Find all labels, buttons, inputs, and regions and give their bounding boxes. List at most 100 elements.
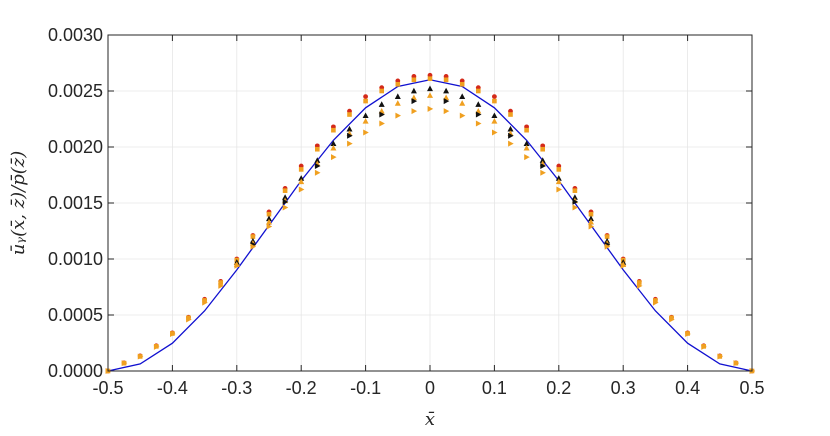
data-point-square	[653, 298, 658, 303]
data-point-triangle-up	[555, 178, 562, 185]
data-point-triangle-up	[491, 118, 498, 124]
data-point-triangle-up	[555, 175, 562, 181]
x-tick-label: 0.1	[482, 378, 507, 398]
data-point-square	[331, 127, 336, 133]
data-point-triangle-right	[427, 105, 434, 112]
data-point-square	[347, 112, 352, 117]
data-point-triangle-right	[669, 316, 675, 323]
data-point-square	[637, 280, 642, 285]
data-point-triangle-up	[475, 101, 482, 107]
y-tick-label: 0.0005	[48, 305, 103, 325]
data-point-triangle-right	[717, 353, 723, 360]
grid	[107, 34, 753, 372]
data-point-triangle-right	[653, 299, 659, 306]
data-point-triangle-up	[378, 101, 385, 107]
data-point-triangle-right	[508, 132, 514, 139]
data-point-triangle-right	[170, 331, 176, 338]
data-point-square	[411, 77, 417, 83]
data-point-triangle-up	[298, 178, 305, 185]
data-point-square	[476, 88, 481, 94]
x-tick-label: -0.3	[221, 378, 252, 398]
data-point-square	[572, 188, 578, 193]
data-point-triangle-right	[508, 140, 514, 147]
data-point-triangle-up	[266, 218, 272, 225]
data-point-triangle-right	[540, 169, 546, 176]
data-point-triangle-up	[443, 87, 450, 94]
data-point-triangle-right	[137, 353, 144, 360]
data-point-square	[492, 98, 497, 104]
data-point-triangle-right	[202, 299, 208, 306]
tick-labels: -0.5 -0.4 -0.3 -0.2 -0.1 0 0.1 0.2 0.3 0.4 0.5 0.00…	[48, 25, 765, 398]
data-point-triangle-up	[330, 140, 337, 147]
data-point-triangle-right	[314, 163, 321, 170]
data-point-triangle-up	[427, 92, 433, 98]
data-point-triangle-right	[685, 331, 691, 338]
data-point-triangle-right	[218, 282, 224, 289]
data-point-triangle-up	[523, 140, 530, 147]
data-point-triangle-up	[330, 144, 337, 151]
data-point-triangle-right	[459, 112, 466, 119]
data-point-triangle-right	[234, 262, 240, 269]
data-point-triangle-up	[523, 144, 530, 151]
data-point-triangle-right	[331, 154, 337, 161]
data-point-triangle-right	[411, 98, 418, 105]
data-point-triangle-right	[556, 186, 562, 193]
data-point-square	[379, 88, 384, 94]
data-point-triangle-right	[443, 108, 450, 115]
data-point-square	[508, 112, 513, 117]
data-point-triangle-up	[491, 112, 498, 119]
x-tick-label: -0.1	[350, 378, 381, 398]
data-point-triangle-right	[475, 120, 482, 127]
data-point-square	[395, 81, 401, 87]
data-point-square	[459, 81, 465, 87]
data-point-triangle-right	[250, 243, 257, 250]
data-point-triangle-up	[394, 93, 401, 99]
data-point-square	[218, 280, 223, 285]
data-point-triangle-up	[507, 125, 514, 132]
data-point-triangle-up	[266, 215, 272, 222]
data-point-triangle-right	[395, 112, 401, 119]
x-tick-label: 0.4	[675, 378, 700, 398]
data-point-triangle-right	[572, 198, 579, 205]
data-point-triangle-up	[394, 100, 401, 106]
axis-ticks	[107, 34, 753, 372]
data-point-square	[588, 211, 594, 217]
data-point-triangle-up	[346, 125, 353, 132]
data-point-triangle-right	[347, 140, 353, 147]
data-point-triangle-right	[347, 132, 353, 139]
data-point-triangle-right	[363, 129, 369, 136]
data-point-circle	[492, 94, 497, 99]
data-point-triangle-right	[701, 343, 707, 350]
data-point-triangle-right	[411, 108, 418, 115]
y-tick-label: 0.0020	[48, 137, 103, 157]
data-point-square	[427, 76, 433, 81]
data-point-triangle-up	[362, 118, 369, 124]
x-tick-label: -0.2	[286, 378, 317, 398]
data-point-triangle-right	[733, 360, 740, 367]
data-point-square	[363, 98, 368, 104]
data-point-triangle-up	[298, 175, 305, 181]
data-point-triangle-right	[492, 129, 498, 136]
data-point-triangle-right	[620, 262, 627, 269]
y-axis-label: ūᵧ(x̄, z̄)/p̄(z̄)	[8, 151, 29, 256]
data-point-triangle-right	[298, 186, 305, 193]
data-point-triangle-right	[524, 154, 530, 161]
x-tick-label: 0.2	[546, 378, 571, 398]
data-point-triangle-up	[571, 194, 578, 200]
data-point-square	[524, 127, 529, 133]
x-tick-label: 0	[425, 378, 435, 398]
x-axis-label: x̄	[425, 409, 435, 430]
data-point-square	[604, 234, 610, 239]
data-point-triangle-up	[410, 87, 417, 94]
data-point-triangle-up	[588, 218, 594, 225]
data-point-triangle-right	[588, 223, 595, 230]
data-point-triangle-right	[153, 343, 160, 350]
data-point-triangle-up	[459, 93, 466, 99]
data-point-triangle-up	[362, 112, 369, 119]
data-point-triangle-right	[379, 120, 385, 127]
data-point-triangle-right	[186, 316, 192, 323]
data-point-triangle-right	[379, 111, 385, 118]
data-point-triangle-right	[540, 163, 546, 170]
x-tick-label: -0.4	[157, 378, 188, 398]
y-tick-label: 0.0025	[48, 81, 103, 101]
